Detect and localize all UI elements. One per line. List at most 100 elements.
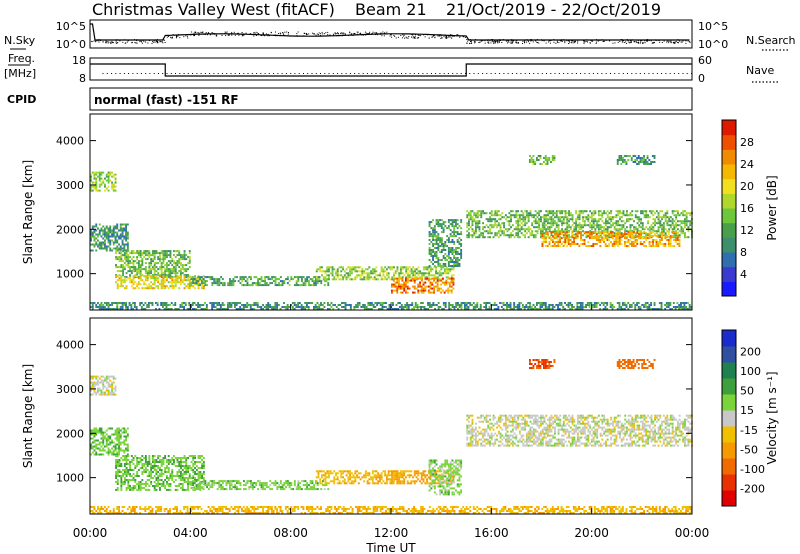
noise-search-point bbox=[592, 40, 594, 42]
heatmap-cell bbox=[496, 220, 498, 223]
noise-search-point bbox=[321, 31, 323, 33]
heatmap-cell bbox=[444, 225, 447, 228]
heatmap-cell bbox=[530, 306, 533, 308]
noise-search-point bbox=[156, 39, 158, 41]
heatmap-cell bbox=[401, 268, 404, 271]
heatmap-cell bbox=[590, 235, 593, 238]
heatmap-cell bbox=[341, 306, 343, 308]
heatmap-cell bbox=[451, 223, 454, 226]
heatmap-cell bbox=[464, 302, 466, 304]
heatmap-cell bbox=[580, 226, 583, 229]
heatmap-cell bbox=[613, 216, 616, 219]
heatmap-cell bbox=[304, 280, 307, 283]
heatmap-cell bbox=[418, 306, 421, 308]
heatmap-cell bbox=[580, 243, 582, 245]
heatmap-cell bbox=[191, 302, 194, 304]
heatmap-cell bbox=[438, 287, 441, 290]
heatmap-cell bbox=[492, 214, 495, 217]
heatmap-cell bbox=[181, 304, 184, 306]
noise-search-point bbox=[147, 42, 149, 44]
heatmap-cell bbox=[455, 247, 457, 249]
heatmap-cell bbox=[330, 306, 333, 308]
heatmap-cell bbox=[93, 177, 96, 180]
heatmap-cell bbox=[102, 247, 105, 250]
noise-search-point bbox=[423, 34, 424, 36]
heatmap-cell bbox=[583, 220, 586, 223]
heatmap-cell bbox=[623, 308, 626, 310]
heatmap-cell bbox=[420, 279, 423, 282]
heatmap-cell bbox=[114, 308, 117, 310]
heatmap-cell bbox=[321, 274, 323, 277]
heatmap-cell bbox=[157, 268, 160, 271]
heatmap-cell bbox=[90, 177, 92, 180]
heatmap-cell bbox=[174, 308, 177, 310]
heatmap-cell bbox=[493, 308, 496, 310]
heatmap-cell bbox=[603, 233, 605, 236]
nave-point bbox=[303, 73, 304, 74]
noise-search-point bbox=[666, 41, 668, 43]
heatmap-cell bbox=[678, 243, 681, 245]
heatmap-cell bbox=[143, 252, 146, 255]
heatmap-cell bbox=[433, 289, 435, 292]
heatmap-cell bbox=[137, 264, 140, 267]
heatmap-cell bbox=[482, 212, 484, 215]
heatmap-cell bbox=[529, 155, 531, 157]
noise-search-point bbox=[501, 42, 503, 43]
heatmap-cell bbox=[114, 302, 117, 304]
heatmap-cell bbox=[375, 274, 378, 277]
nave-point bbox=[136, 73, 138, 74]
heatmap-cell bbox=[195, 277, 198, 280]
heatmap-cell bbox=[557, 226, 560, 229]
nave-point bbox=[661, 73, 663, 74]
heatmap-cell bbox=[588, 306, 591, 308]
heatmap-cell bbox=[480, 216, 483, 219]
heatmap-cell bbox=[671, 224, 674, 227]
heatmap-cell bbox=[169, 256, 172, 259]
heatmap-cell bbox=[281, 284, 284, 287]
heatmap-cell bbox=[90, 389, 92, 392]
heatmap-cell bbox=[216, 280, 219, 283]
nave-point bbox=[490, 73, 492, 74]
noise-search-point bbox=[474, 42, 475, 44]
heatmap-cell bbox=[304, 308, 307, 310]
heatmap-cell bbox=[216, 304, 219, 306]
noise-search-point bbox=[439, 34, 441, 36]
heatmap-cell bbox=[308, 284, 310, 287]
heatmap-cell bbox=[415, 287, 418, 290]
noise-search-point bbox=[288, 32, 289, 33]
noise-search-point bbox=[243, 34, 245, 36]
heatmap-cell bbox=[473, 234, 476, 237]
heatmap-cell bbox=[211, 304, 214, 306]
heatmap-cell bbox=[109, 231, 112, 234]
heatmap-cell bbox=[373, 278, 376, 281]
heatmap-cell bbox=[522, 212, 525, 215]
heatmap-cell bbox=[678, 214, 681, 217]
heatmap-cell bbox=[430, 304, 433, 306]
heatmap-cell bbox=[308, 280, 310, 283]
noise-search-point bbox=[224, 33, 225, 35]
heatmap-cell bbox=[669, 304, 672, 306]
heatmap-cell bbox=[181, 268, 184, 271]
heatmap-cell bbox=[471, 236, 474, 239]
noise-search-point bbox=[130, 39, 132, 41]
heatmap-cell bbox=[353, 308, 356, 310]
heatmap-cell bbox=[140, 308, 143, 310]
heatmap-cell bbox=[543, 232, 546, 235]
heatmap-cell bbox=[592, 218, 595, 221]
heatmap-cell bbox=[202, 280, 205, 283]
heatmap-cell bbox=[557, 239, 560, 241]
heatmap-cell bbox=[430, 255, 433, 257]
freq-label: Freq. bbox=[8, 52, 35, 65]
heatmap-cell bbox=[449, 233, 452, 236]
heatmap-cell bbox=[419, 283, 421, 286]
heatmap-cell bbox=[444, 243, 447, 245]
heatmap-cell bbox=[408, 270, 411, 273]
heatmap-cell bbox=[547, 212, 549, 215]
heatmap-cell bbox=[160, 252, 163, 255]
heatmap-cell bbox=[458, 225, 461, 228]
heatmap-cell bbox=[432, 257, 434, 259]
heatmap-cell bbox=[558, 302, 561, 304]
heatmap-cell bbox=[143, 287, 146, 290]
heatmap-cell bbox=[105, 302, 108, 304]
heatmap-cell bbox=[105, 173, 108, 176]
